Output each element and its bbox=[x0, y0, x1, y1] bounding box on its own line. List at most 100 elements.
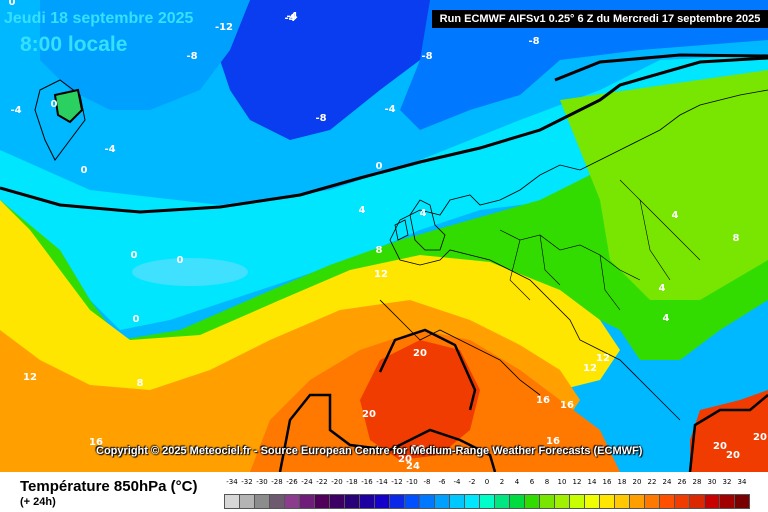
green-band bbox=[0, 120, 768, 390]
legend-tick-label: -32 bbox=[241, 478, 253, 486]
legend-swatch bbox=[704, 494, 720, 509]
legend-tick-label: 10 bbox=[557, 478, 567, 486]
legend-swatch bbox=[524, 494, 540, 509]
legend-swatch bbox=[359, 494, 375, 509]
legend-tick-label: -18 bbox=[346, 478, 358, 486]
copyright-notice: Copyright © 2025 Meteociel.fr - Source E… bbox=[96, 445, 643, 457]
contour-label: 0 bbox=[133, 314, 140, 325]
contour-label: 0 bbox=[177, 255, 184, 266]
legend-tick-label: -26 bbox=[286, 478, 298, 486]
legend-tick-label: 20 bbox=[632, 478, 642, 486]
twenty-isotherm-iberia bbox=[378, 328, 477, 411]
legend-swatch bbox=[344, 494, 360, 509]
forecast-time: 8:00 locale bbox=[20, 33, 128, 56]
legend-swatch bbox=[464, 494, 480, 509]
legend-tick-label: 14 bbox=[587, 478, 597, 486]
legend-swatch bbox=[599, 494, 615, 509]
contour-label: 20 bbox=[413, 348, 427, 359]
run-info-banner: Run ECMWF AIFSv1 0.25° 6 Z du Mercredi 1… bbox=[432, 10, 768, 28]
contour-label: 12 bbox=[374, 269, 388, 280]
legend-tick-label: -4 bbox=[453, 478, 461, 486]
legend-swatch bbox=[494, 494, 510, 509]
contour-label: 16 bbox=[546, 436, 560, 447]
cold-zone-deep bbox=[220, 0, 440, 140]
legend-swatch bbox=[314, 494, 330, 509]
cold-zone-mid bbox=[40, 0, 250, 110]
legend-swatch bbox=[284, 494, 300, 509]
legend-tick-label: 4 bbox=[514, 478, 520, 486]
legend-tick-label: -10 bbox=[406, 478, 418, 486]
contour-label: 12 bbox=[583, 363, 597, 374]
contour-label: 20 bbox=[713, 441, 727, 452]
greenland-coast bbox=[34, 79, 86, 161]
legend-tick-label: -30 bbox=[256, 478, 268, 486]
contour-label: 4 bbox=[359, 205, 366, 216]
twenty-isotherm bbox=[278, 393, 497, 472]
contour-label: 0 bbox=[131, 250, 138, 261]
legend-tick-label: 18 bbox=[617, 478, 627, 486]
field-title: Température 850hPa (°C) bbox=[20, 478, 198, 495]
contour-label: 16 bbox=[89, 437, 103, 448]
hot-zone-iberia bbox=[360, 340, 480, 460]
legend-tick-label: 34 bbox=[737, 478, 747, 486]
country-borders bbox=[499, 179, 701, 311]
forecast-lead: (+ 24h) bbox=[20, 496, 56, 508]
contour-label: 20 bbox=[411, 444, 425, 455]
legend-tick-label: 28 bbox=[692, 478, 702, 486]
british-isles bbox=[394, 199, 446, 251]
contour-label: -4 bbox=[384, 104, 395, 115]
contour-label: 0 bbox=[376, 161, 383, 172]
forecast-date: Jeudi 18 septembre 2025 bbox=[4, 10, 194, 27]
legend-swatch bbox=[404, 494, 420, 509]
contour-label: -8 bbox=[528, 36, 539, 47]
legend-tick-label: -14 bbox=[376, 478, 388, 486]
legend-swatch bbox=[479, 494, 495, 509]
legend-tick-label: 16 bbox=[602, 478, 612, 486]
legend-tick-label: -34 bbox=[226, 478, 238, 486]
contour-label: 16 bbox=[560, 400, 574, 411]
legend-swatch bbox=[629, 494, 645, 509]
zero-isotherm-north bbox=[554, 53, 768, 82]
twenty-isotherm-east bbox=[688, 394, 768, 472]
contour-label: -4 bbox=[284, 13, 295, 24]
legend-tick-label: 2 bbox=[499, 478, 505, 486]
legend-swatch bbox=[614, 494, 630, 509]
legend-swatch bbox=[719, 494, 735, 509]
legend-swatch bbox=[239, 494, 255, 509]
cold-pocket-atlantic bbox=[132, 258, 248, 286]
legend-swatch bbox=[539, 494, 555, 509]
contour-label: 24 bbox=[406, 461, 420, 472]
contour-label: -8 bbox=[186, 51, 197, 62]
legend-swatch bbox=[584, 494, 600, 509]
contour-label: 8 bbox=[376, 245, 383, 256]
contour-label: -8 bbox=[315, 113, 326, 124]
legend-swatch bbox=[569, 494, 585, 509]
contour-label: -12 bbox=[215, 22, 233, 33]
legend-tick-label: 30 bbox=[707, 478, 717, 486]
legend-tick-label: 6 bbox=[529, 478, 535, 486]
legend-swatch bbox=[419, 494, 435, 509]
contour-label: 4 bbox=[420, 208, 427, 219]
legend-swatch bbox=[269, 494, 285, 509]
legend-swatch bbox=[389, 494, 405, 509]
contour-label: -4 bbox=[104, 144, 115, 155]
legend-swatch bbox=[674, 494, 690, 509]
legend-swatch bbox=[434, 494, 450, 509]
legend-tick-label: -28 bbox=[271, 478, 283, 486]
legend-tick-label: 26 bbox=[677, 478, 687, 486]
contour-label: -8 bbox=[421, 51, 432, 62]
legend-swatch bbox=[509, 494, 525, 509]
legend-tick-label: -20 bbox=[331, 478, 343, 486]
legend-tick-label: -24 bbox=[301, 478, 313, 486]
contour-label: 12 bbox=[596, 353, 610, 364]
contour-label: -4 bbox=[10, 105, 21, 116]
zero-isotherm bbox=[0, 56, 768, 214]
legend-tick-label: 12 bbox=[572, 478, 582, 486]
contour-label: 0 bbox=[51, 99, 58, 110]
legend-swatch bbox=[659, 494, 675, 509]
legend-tick-label: -2 bbox=[468, 478, 476, 486]
contour-label: 20 bbox=[726, 450, 740, 461]
contour-label: 16 bbox=[536, 395, 550, 406]
legend-tick-label: 22 bbox=[647, 478, 657, 486]
contour-label: -4 bbox=[286, 11, 297, 22]
